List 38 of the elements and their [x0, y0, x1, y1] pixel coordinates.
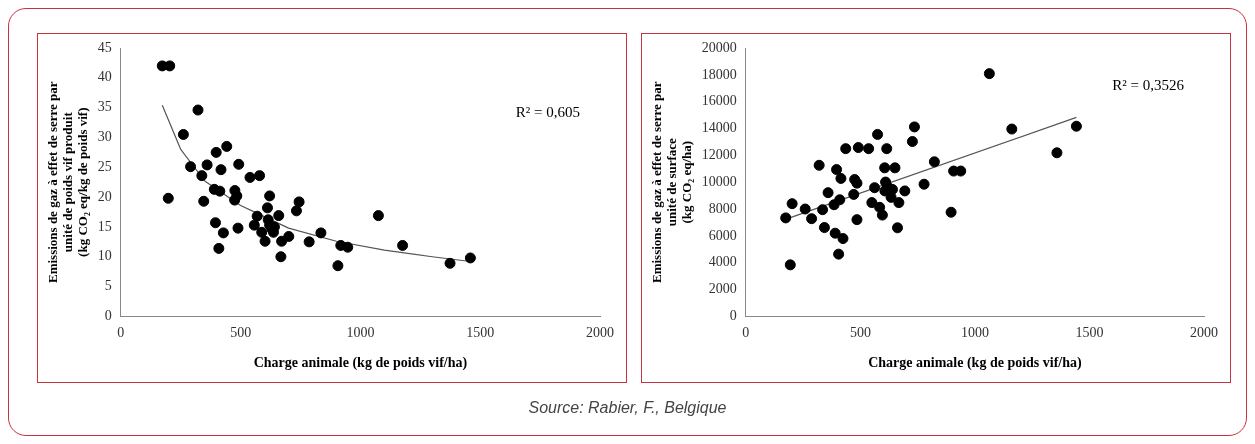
x-tick-label: 1000 — [346, 325, 375, 341]
y-tick-label: 18000 — [701, 66, 737, 82]
source-note: Source: Rabier, F., Belgique — [527, 399, 728, 417]
x-tick-label: 500 — [849, 325, 871, 341]
y-tick-label: 6000 — [708, 227, 737, 243]
y-tick-label: 0 — [729, 308, 737, 324]
y-tick-label: 20 — [97, 188, 112, 204]
x-tick-label: 0 — [742, 325, 750, 341]
x-tick-label: 1000 — [960, 325, 989, 341]
y-tick-label: 2000 — [708, 281, 737, 297]
y-tick-label: 14000 — [701, 120, 737, 136]
x-axis-title: Charge animale (kg de poids vif/ha) — [868, 355, 1083, 372]
annotation: R² = 0,3526 — [1112, 76, 1185, 93]
y-tick-label: 30 — [97, 129, 112, 145]
y-tick-label: 4000 — [708, 254, 737, 270]
x-tick-label: 1500 — [466, 325, 495, 341]
y-tick-label: 5 — [104, 278, 112, 294]
annotation: R² = 0,605 — [515, 103, 580, 120]
y-tick-label: 25 — [97, 158, 112, 174]
x-tick-label: 2000 — [1190, 325, 1218, 341]
y-tick-label: 12000 — [701, 147, 737, 163]
x-tick-label: 2000 — [586, 325, 614, 341]
y-tick-label: 35 — [97, 99, 112, 115]
y-axis-title: Emissions de gaz à effet de serre par unité de surface (kg CO₂ eq/ha) — [648, 81, 694, 283]
x-tick-label: 500 — [230, 325, 252, 341]
x-axis-title: Charge animale (kg de poids vif/ha) — [253, 355, 468, 372]
y-tick-label: 40 — [97, 69, 112, 85]
y-tick-label: 20000 — [701, 39, 737, 55]
y-tick-label: 16000 — [701, 93, 737, 109]
y-tick-label: 10000 — [701, 173, 737, 189]
y-axis-title: Emissions de gaz à effet de serre par unité de poids vif produit (kg CO₂ eq/kg de poids vif) — [44, 81, 90, 283]
x-tick-label: 1500 — [1075, 325, 1104, 341]
y-tick-label: 15 — [97, 218, 112, 234]
y-tick-label: 10 — [97, 248, 112, 264]
y-tick-label: 0 — [104, 308, 112, 324]
x-tick-label: 0 — [117, 325, 125, 341]
y-tick-label: 8000 — [708, 200, 737, 216]
y-tick-label: 45 — [97, 39, 112, 55]
